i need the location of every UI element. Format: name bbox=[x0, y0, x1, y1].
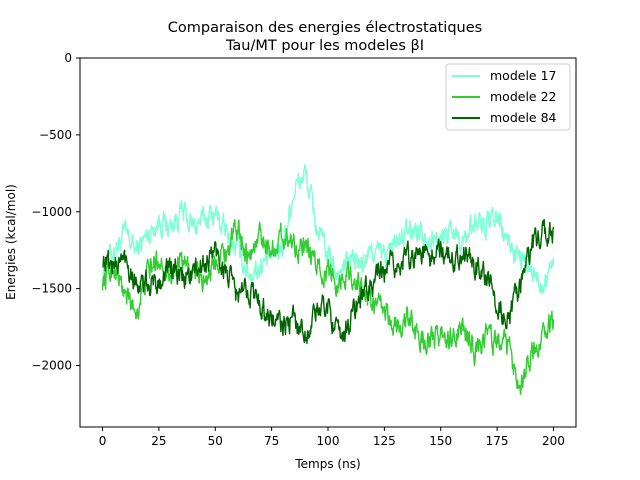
series-line-modele-17 bbox=[101, 163, 555, 295]
legend-label-modele-22: modele 22 bbox=[490, 89, 557, 104]
y-tick-label: −500 bbox=[39, 128, 72, 142]
series-line-modele-22 bbox=[101, 218, 555, 395]
x-tick-label: 25 bbox=[151, 434, 166, 448]
x-tick-label: 200 bbox=[542, 434, 565, 448]
y-axis-label: Energies (kcal/mol) bbox=[4, 184, 18, 300]
x-tick-label: 0 bbox=[99, 434, 107, 448]
x-tick-label: 50 bbox=[208, 434, 223, 448]
legend-label-modele-17: modele 17 bbox=[490, 68, 557, 83]
x-tick-label: 150 bbox=[429, 434, 452, 448]
series-line-modele-84 bbox=[102, 218, 555, 345]
legend-label-modele-84: modele 84 bbox=[490, 110, 557, 125]
legend: modele 17 modele 22 modele 84 bbox=[445, 63, 571, 131]
x-tick-label: 125 bbox=[373, 434, 396, 448]
y-tick-label: 0 bbox=[64, 51, 72, 65]
ticks-layer: 0 25 50 75 100 125 150 175 200 0 −500 −1000 −1500 −20… bbox=[31, 51, 565, 448]
y-tick-label: −1000 bbox=[31, 205, 72, 219]
x-tick-label: 100 bbox=[317, 434, 340, 448]
y-tick-label: −1500 bbox=[31, 282, 72, 296]
x-axis-label: Temps (ns) bbox=[294, 457, 360, 471]
legend-box bbox=[445, 63, 571, 131]
chart-title: Comparaison des energies électrostatique… bbox=[168, 20, 482, 36]
x-tick-label: 175 bbox=[486, 434, 509, 448]
y-tick-label: −2000 bbox=[31, 359, 72, 373]
plot-frame bbox=[79, 57, 577, 428]
series-layer bbox=[101, 163, 555, 395]
chart-subtitle: Tau/MT pour les modeles βI bbox=[225, 38, 424, 54]
x-tick-label: 75 bbox=[264, 434, 279, 448]
